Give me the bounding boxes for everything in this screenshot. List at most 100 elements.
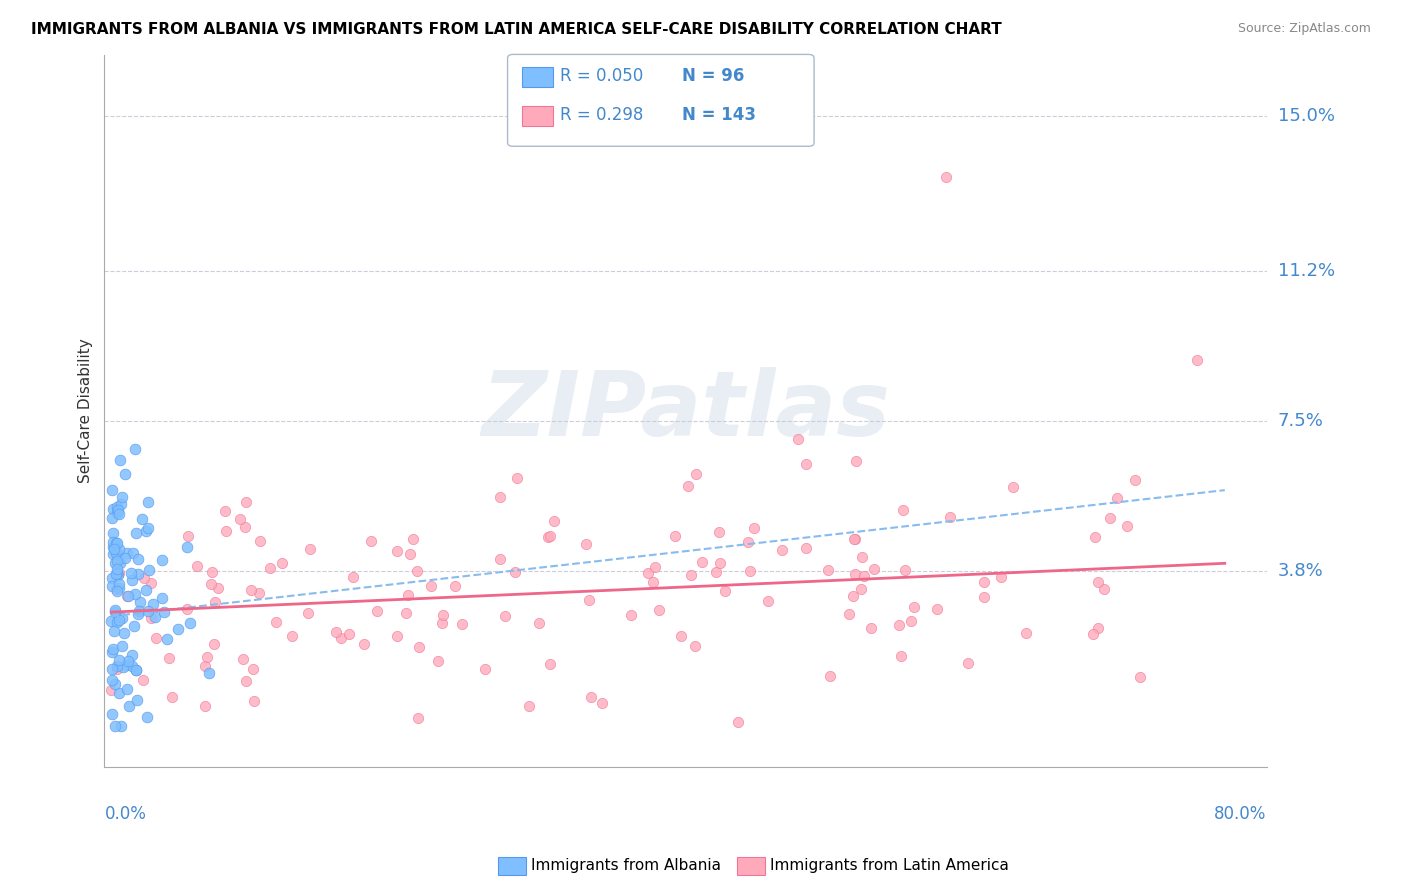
Point [121, 546, 143, 560]
Point [135, 582, 157, 597]
Point [399, 547, 422, 561]
Point [591, 696, 613, 710]
Text: 80.0%: 80.0% [1215, 805, 1267, 823]
Point [108, 508, 131, 522]
Point [853, 569, 876, 583]
Point [201, 565, 224, 579]
Point [426, 654, 449, 668]
Point [198, 666, 221, 681]
Point [121, 659, 143, 673]
Point [1001, 480, 1024, 494]
Point [742, 521, 765, 535]
Point [145, 631, 167, 645]
Point [851, 550, 873, 565]
Point [138, 563, 160, 577]
Point [851, 582, 873, 597]
Point [124, 587, 146, 601]
Point [619, 608, 641, 623]
Point [664, 529, 686, 543]
Point [108, 581, 131, 595]
Point [713, 583, 735, 598]
Point [893, 564, 915, 578]
Point [329, 631, 352, 645]
Point [107, 566, 129, 581]
Point [281, 629, 304, 643]
Point [844, 532, 866, 546]
Point [105, 663, 128, 677]
Point [887, 618, 910, 632]
Point [139, 575, 162, 590]
Point [105, 659, 128, 673]
Point [756, 594, 779, 608]
Point [105, 562, 128, 576]
Point [107, 653, 129, 667]
Point [110, 497, 132, 511]
Point [842, 532, 865, 546]
Point [101, 706, 124, 721]
Point [104, 535, 127, 549]
Point [841, 589, 863, 603]
Point [540, 657, 562, 671]
Point [543, 514, 565, 528]
Point [150, 591, 173, 606]
Point [891, 503, 914, 517]
Point [215, 524, 238, 538]
Point [353, 637, 375, 651]
Point [738, 564, 761, 578]
Point [125, 663, 148, 677]
Text: 3.8%: 3.8% [1278, 563, 1323, 581]
Point [111, 659, 134, 673]
Point [128, 604, 150, 618]
Point [193, 659, 215, 673]
Point [578, 593, 600, 607]
Point [817, 563, 839, 577]
Point [863, 562, 886, 576]
Point [443, 579, 465, 593]
Point [136, 710, 159, 724]
Point [366, 604, 388, 618]
Point [125, 663, 148, 677]
Point [394, 607, 416, 621]
Point [360, 533, 382, 548]
Point [385, 629, 408, 643]
Point [264, 615, 287, 629]
Text: 7.5%: 7.5% [1278, 412, 1323, 430]
Point [242, 662, 264, 676]
Point [176, 602, 198, 616]
Point [105, 582, 128, 597]
Text: R = 0.050: R = 0.050 [560, 67, 643, 85]
Text: N = 143: N = 143 [682, 106, 756, 124]
Point [579, 690, 602, 705]
Point [679, 567, 702, 582]
Point [727, 714, 749, 729]
Point [647, 603, 669, 617]
Point [186, 559, 208, 574]
Point [692, 556, 714, 570]
Point [111, 640, 134, 654]
Point [107, 567, 129, 582]
Point [494, 609, 516, 624]
Point [155, 632, 177, 646]
Point [125, 693, 148, 707]
Point [176, 540, 198, 554]
Point [845, 454, 868, 468]
Text: Immigrants from Latin America: Immigrants from Latin America [770, 858, 1010, 872]
Point [796, 541, 818, 555]
Point [103, 541, 125, 556]
Point [838, 607, 860, 621]
Point [860, 621, 883, 635]
Point [125, 526, 148, 541]
Point [956, 656, 979, 670]
Point [430, 616, 453, 631]
Point [737, 535, 759, 549]
Point [101, 535, 124, 549]
Point [135, 524, 157, 538]
Point [114, 550, 136, 565]
Point [127, 566, 149, 581]
Point [249, 533, 271, 548]
Point [152, 605, 174, 619]
Point [683, 639, 706, 653]
Point [297, 606, 319, 620]
Point [139, 611, 162, 625]
Point [112, 626, 135, 640]
